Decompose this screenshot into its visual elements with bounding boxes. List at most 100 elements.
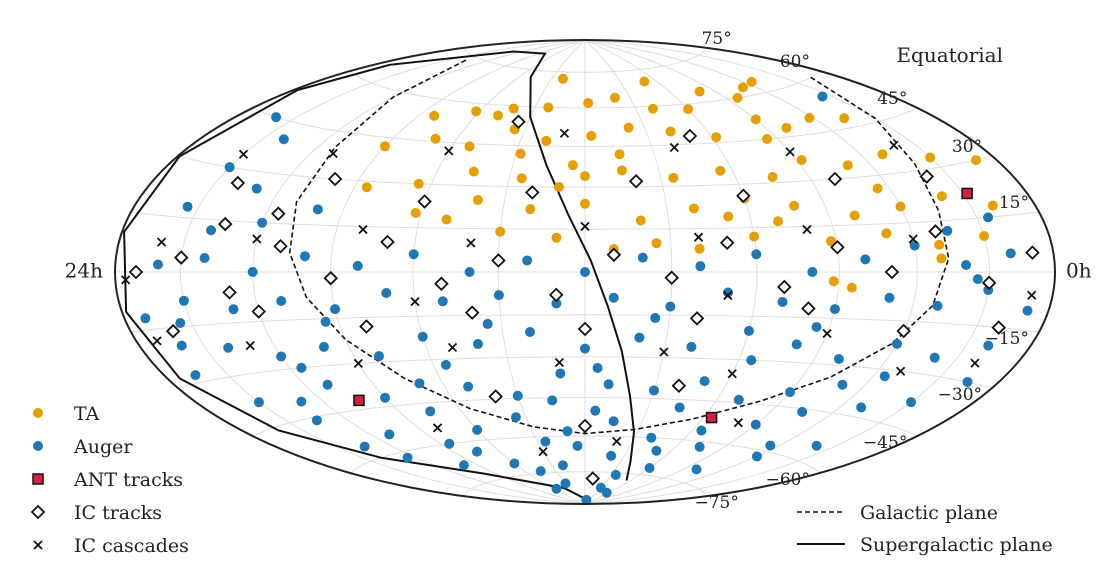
auger-point [646, 432, 657, 443]
ic-track-point [380, 234, 395, 250]
grid-meridian [584, 39, 758, 505]
ic-track-point [1025, 245, 1040, 260]
ic-cascade-point [889, 140, 899, 150]
ta-point [525, 204, 536, 215]
legend-right: Galactic plane Supergalactic plane [797, 502, 1053, 556]
auger-point [493, 290, 504, 301]
ta-point [567, 160, 578, 171]
ta-point [723, 211, 734, 222]
auger-point [557, 460, 568, 471]
ic-cascade-point [328, 148, 338, 159]
ic-track-point [896, 323, 911, 339]
ic-cascade-point [152, 336, 162, 346]
auger-point [278, 134, 289, 145]
auger-point [562, 426, 573, 437]
auger-point [674, 402, 685, 413]
ic-track-point [165, 323, 181, 339]
ic-track-point [251, 304, 267, 319]
ic-track-point [991, 320, 1007, 335]
auger-point [972, 274, 983, 285]
auger-point [322, 379, 333, 390]
auger-point [644, 462, 655, 473]
ic-cascade-point [559, 128, 570, 138]
auger-point [251, 183, 262, 194]
ic-track-point [230, 175, 246, 191]
auger-point [224, 162, 235, 173]
dec-tick-label: −75° [694, 493, 738, 513]
ta-point [647, 103, 658, 114]
auger-point [592, 362, 603, 373]
auger-point [199, 253, 210, 264]
ic-track-point [327, 171, 343, 187]
auger-point [551, 483, 562, 494]
auger-point [555, 368, 566, 379]
ta-point [987, 200, 998, 211]
ta-point [828, 276, 839, 287]
ic-track-point [511, 114, 526, 130]
ic-cascade-point [1027, 290, 1037, 300]
ic-track-point [830, 239, 845, 255]
auger-point [509, 458, 520, 469]
ant-track-point [353, 394, 365, 407]
ic-track-point [777, 279, 792, 295]
legend-label-supergalactic: Supergalactic plane [860, 534, 1053, 556]
auger-point [797, 406, 808, 417]
ic-cascade-point [659, 347, 669, 357]
ic-track-point [359, 319, 374, 334]
auger-point [414, 378, 425, 389]
supergalactic-plane-line [123, 50, 636, 501]
ta-point [495, 226, 506, 237]
auger-point [634, 332, 645, 343]
auger-point [837, 379, 848, 390]
ic-track-point [417, 194, 432, 209]
auger-point [464, 267, 475, 277]
auger-point [665, 301, 676, 312]
ta-point [586, 130, 597, 141]
legend-marker-ic_tracks [30, 504, 46, 520]
ta-point [737, 82, 748, 93]
dec-tick-label: 15° [999, 193, 1029, 213]
auger-point [608, 416, 619, 427]
ic-cascade-point [358, 224, 368, 235]
ta-point [651, 238, 662, 249]
legend-left: TA Auger ANT tracks IC tracks IC cascades [30, 403, 189, 557]
map-boundary [114, 39, 1056, 505]
ic-track-point [273, 238, 288, 254]
ic-track-point [682, 128, 698, 144]
auger-point [444, 438, 455, 449]
ic-track-point [217, 216, 233, 232]
ta-point [715, 165, 726, 176]
legend-label-ta: TA [74, 403, 100, 425]
ta-point [746, 76, 757, 87]
auger-point [525, 327, 536, 338]
auger-point [983, 340, 994, 351]
auger-point [580, 267, 590, 277]
auger-point [299, 251, 310, 262]
data-markers [121, 73, 1040, 505]
ta-point [616, 165, 627, 176]
ic-cascade-point [466, 238, 476, 248]
auger-point [648, 385, 659, 396]
ic-track-point [464, 305, 480, 320]
ic-cascade-point [802, 224, 812, 235]
auger-point [650, 312, 661, 323]
ta-point [464, 141, 475, 152]
auger-point [723, 287, 734, 298]
auger-point [606, 450, 617, 461]
ic-cascade-point [580, 221, 590, 231]
ic-track-point [222, 285, 237, 300]
ic-cascade-point [444, 146, 454, 156]
auger-point [765, 440, 776, 451]
auger-point [811, 440, 822, 451]
ic-cascade-point [693, 232, 704, 242]
auger-point [929, 352, 940, 363]
grid-meridian [179, 39, 586, 505]
legend-marker-ant [32, 473, 44, 485]
ta-point [541, 135, 552, 146]
ic-track-point [577, 321, 593, 337]
ta-point [580, 171, 590, 182]
auger-point [296, 396, 307, 407]
auger-point [807, 267, 818, 277]
ta-point [767, 171, 778, 182]
